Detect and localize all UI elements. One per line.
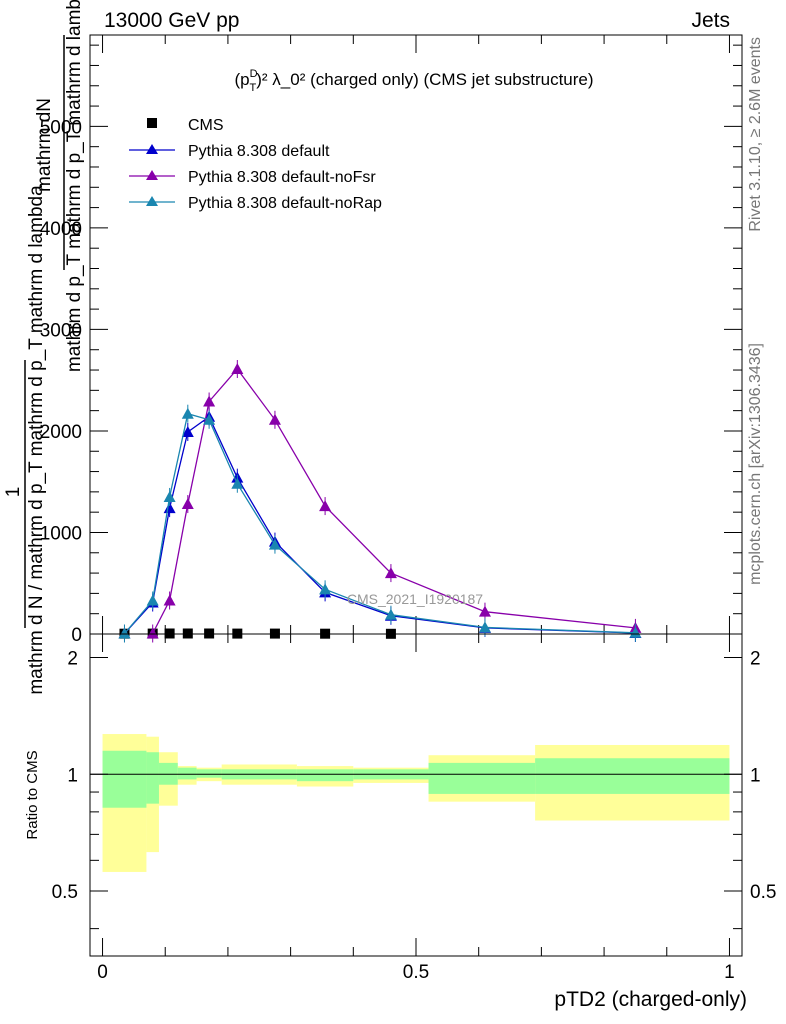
legend-label-cms: CMS <box>188 117 224 134</box>
main-ytick-label: 3000 <box>40 320 82 341</box>
series-point-nofsr <box>146 627 159 639</box>
series-point-default <box>163 502 176 514</box>
series-point-norap <box>478 621 491 633</box>
plot-title: (pD T)² λ_0² (charged only) (CMS jet subs… <box>234 68 593 94</box>
ratio-ytick-label-right: 2 <box>750 649 761 670</box>
main-ytick-label: 4000 <box>40 219 82 240</box>
series-point-nofsr <box>181 498 194 510</box>
header-right: Jets <box>691 9 730 32</box>
xtick-label: 1 <box>724 962 735 983</box>
series-point-norap <box>319 583 332 595</box>
main-ytick-label: 2000 <box>40 422 82 443</box>
series-point-norap <box>163 490 176 502</box>
rivet-version-label: Rivet 3.1.10, ≥ 2.6M events <box>747 37 764 232</box>
title-p: (p <box>234 70 249 89</box>
legend-marker-default <box>146 144 158 154</box>
series-point-norap <box>629 626 642 638</box>
series-point-nofsr <box>203 395 216 407</box>
series-point-norap <box>146 594 159 606</box>
ratio-stat-band <box>428 762 536 794</box>
mcplots-label: mcplots.cern.ch [arXiv:1306.3436] <box>747 343 764 585</box>
series-point-nofsr <box>268 413 281 425</box>
ratio-bands-layer <box>102 734 730 872</box>
main-y-ticks: 0 1000 2000 3000 4000 5000 <box>40 44 742 646</box>
main-series-layer <box>118 360 642 643</box>
ratio-stat-band <box>296 769 354 782</box>
series-point-norap <box>181 407 194 419</box>
legend-label-norap: Pythia 8.308 default-noRap <box>188 195 382 212</box>
ratio-stat-band <box>146 752 159 804</box>
ratio-ytick-label-left: 2 <box>67 649 78 670</box>
main-ytick-label: 1000 <box>40 523 82 544</box>
ratio-plot-frame <box>89 633 743 957</box>
xtick-label: 0 <box>97 962 108 983</box>
ratio-y-axis-label: Ratio to CMS <box>24 750 41 839</box>
legend-item-nofsr: Pythia 8.308 default-noFsr <box>129 169 376 186</box>
ylabel-prefactor: mathrm d N / mathrm d p_T mathrm d p_T m… <box>26 185 47 695</box>
ratio-y-ticks: 0.5 0.5 1 1 2 2 <box>52 649 776 930</box>
title-sup: D <box>250 68 258 80</box>
ratio-stat-band <box>196 769 222 778</box>
main-ytick-label: 5000 <box>40 117 82 138</box>
xtick-label: 0.5 <box>403 962 429 983</box>
cms-data-point <box>182 628 193 639</box>
series-point-norap <box>231 477 244 489</box>
ratio-stat-band <box>102 750 147 808</box>
series-point-norap <box>118 627 131 639</box>
series-line-nofsr <box>152 367 636 634</box>
legend-item-cms: CMS <box>147 117 224 134</box>
series-point-norap <box>384 608 397 620</box>
ratio-ytick-label-left: 1 <box>67 765 78 786</box>
series-point-nofsr <box>478 605 491 617</box>
title-sub: T <box>250 82 257 94</box>
ratio-ytick-label-right: 0.5 <box>750 882 776 903</box>
ylabel-numerator: mathrm dN <box>34 98 55 192</box>
header-left: 13000 GeV pp <box>104 9 239 32</box>
series-point-nofsr <box>231 363 244 375</box>
cms-data-point <box>164 628 175 639</box>
legend-marker-cms <box>147 118 157 128</box>
series-point-nofsr <box>384 567 397 579</box>
ratio-stat-band <box>535 758 730 794</box>
ratio-ytick-label-right: 1 <box>750 765 761 786</box>
main-panel: 0 1000 2000 3000 4000 5000 (pD T)² λ_0² (charg… <box>3 0 743 695</box>
main-y-axis-label: mathrm dN mathrm d p_T mathrm d p_T math… <box>3 0 85 695</box>
series-point-norap <box>268 538 281 550</box>
series-point-nofsr <box>163 594 176 606</box>
legend-marker-norap <box>146 196 158 206</box>
ratio-x-ticks: 0 0.5 1 <box>97 634 735 983</box>
legend-label-default: Pythia 8.308 default <box>188 143 330 160</box>
legend-item-default: Pythia 8.308 default <box>129 143 330 160</box>
series-point-default <box>181 425 194 437</box>
ylabel-one: 1 <box>3 487 24 498</box>
ratio-panel: 0.5 0.51 12 2 0 0.5 1 Ratio to CMS pTD2 (char… <box>24 633 776 1011</box>
legend: CMS Pythia 8.308 default Pythia 8.308 de… <box>129 117 382 212</box>
ratio-ytick-label-left: 0.5 <box>52 882 78 903</box>
title-rest: )² λ_0² (charged only) (CMS jet substruc… <box>256 70 593 89</box>
x-axis-label: pTD2 (charged-only) <box>554 988 747 1011</box>
series-point-nofsr <box>319 500 332 512</box>
legend-marker-nofsr <box>146 170 158 180</box>
ratio-stat-band <box>177 767 197 780</box>
series-point-norap <box>203 413 216 425</box>
main-ytick-label: 0 <box>71 625 82 646</box>
ylabel-denominator: mathrm d p_T mathrm d p_T mathrm d lambd… <box>64 0 85 372</box>
analysis-watermark: CMS_2021_I1920187 <box>347 591 483 607</box>
cms-data-point <box>204 628 215 639</box>
legend-item-norap: Pythia 8.308 default-noRap <box>129 195 382 212</box>
legend-label-nofsr: Pythia 8.308 default-noFsr <box>188 169 376 186</box>
